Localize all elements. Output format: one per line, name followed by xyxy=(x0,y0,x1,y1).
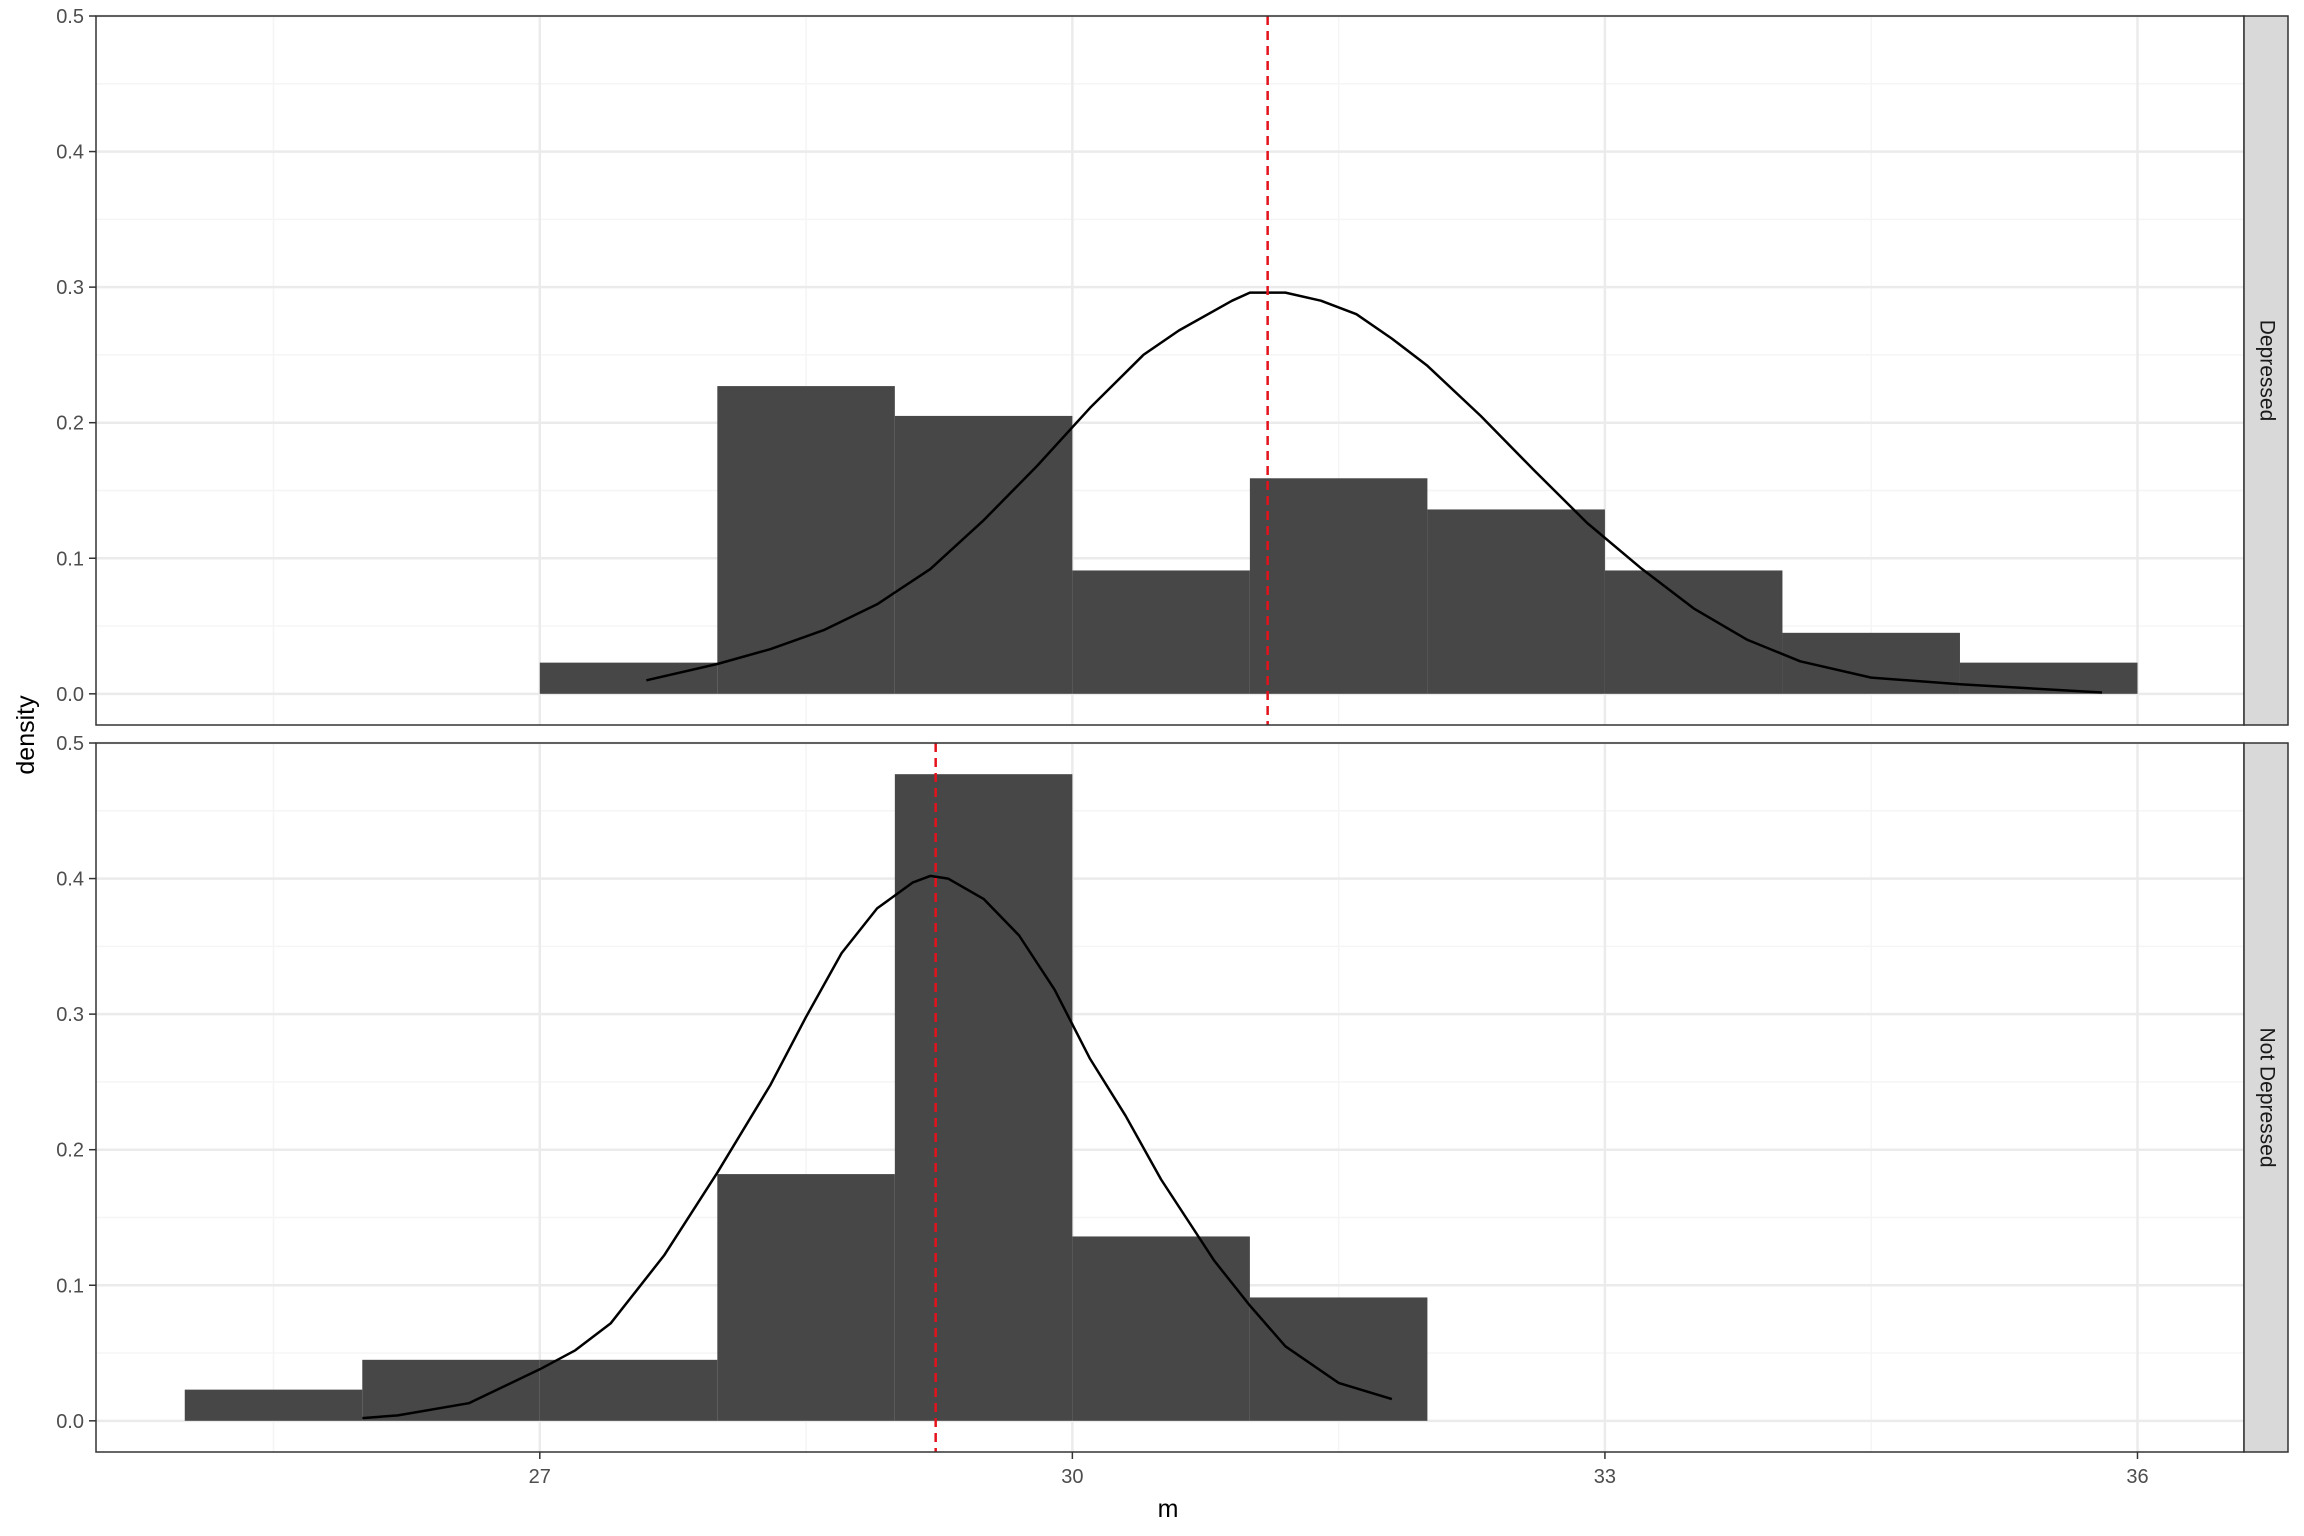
y-tick-label: 0.2 xyxy=(56,413,84,435)
x-tick-label: 36 xyxy=(2126,1466,2148,1488)
facet-strip xyxy=(2243,742,2289,1453)
histogram-bar xyxy=(1072,1236,1250,1421)
y-tick-label: 0.1 xyxy=(56,548,84,570)
histogram-bar xyxy=(1249,1297,1428,1421)
histogram-bar xyxy=(894,774,1073,1421)
y-tick-label: 0.5 xyxy=(56,6,84,28)
histogram-bar xyxy=(362,1359,540,1421)
facet-strip-label: Not Depressed xyxy=(2255,1027,2278,1167)
y-tick-label: 0.3 xyxy=(56,1004,84,1026)
density-curve xyxy=(646,291,2103,694)
x-tick-label: 33 xyxy=(1594,1466,1616,1488)
facet-panel-1: Depressed 0.0 0.1 0.2 0.3 0.4 0.5 xyxy=(56,6,2289,726)
histogram-bar xyxy=(539,662,718,694)
y-tick-label: 0.4 xyxy=(56,142,84,164)
y-tick-label: 0.5 xyxy=(56,733,84,755)
y-tick-label: 0.2 xyxy=(56,1140,84,1162)
x-tick-label: 27 xyxy=(529,1466,551,1488)
histogram-bar xyxy=(1072,570,1250,694)
histogram-bar xyxy=(1249,478,1428,694)
y-tick-label: 0.0 xyxy=(56,1411,84,1433)
x-axis-title: m xyxy=(1158,1495,1179,1523)
y-tick-label: 0.0 xyxy=(56,684,84,706)
histogram-bar xyxy=(539,1359,718,1421)
histogram-bar xyxy=(717,1174,895,1421)
y-tick-label: 0.4 xyxy=(56,869,84,891)
histogram-bar xyxy=(1604,570,1783,694)
x-tick-label: 30 xyxy=(1061,1466,1083,1488)
y-tick-label: 0.3 xyxy=(56,277,84,299)
facet-panel-2: Not Depressed 0.0 0.1 0.2 0.3 0.4 0.5 27 30 33 36 xyxy=(56,733,2289,1488)
histogram-bar xyxy=(184,1389,363,1421)
y-tick-label: 0.1 xyxy=(56,1275,84,1297)
y-axis-title: density xyxy=(12,695,40,775)
histogram-bar xyxy=(1427,509,1605,694)
facet-strip xyxy=(2243,15,2289,726)
facet-strip-label: Depressed xyxy=(2255,320,2278,422)
histogram-bar xyxy=(717,386,895,694)
density-curve xyxy=(362,874,1393,1420)
histogram-bar xyxy=(894,415,1073,694)
